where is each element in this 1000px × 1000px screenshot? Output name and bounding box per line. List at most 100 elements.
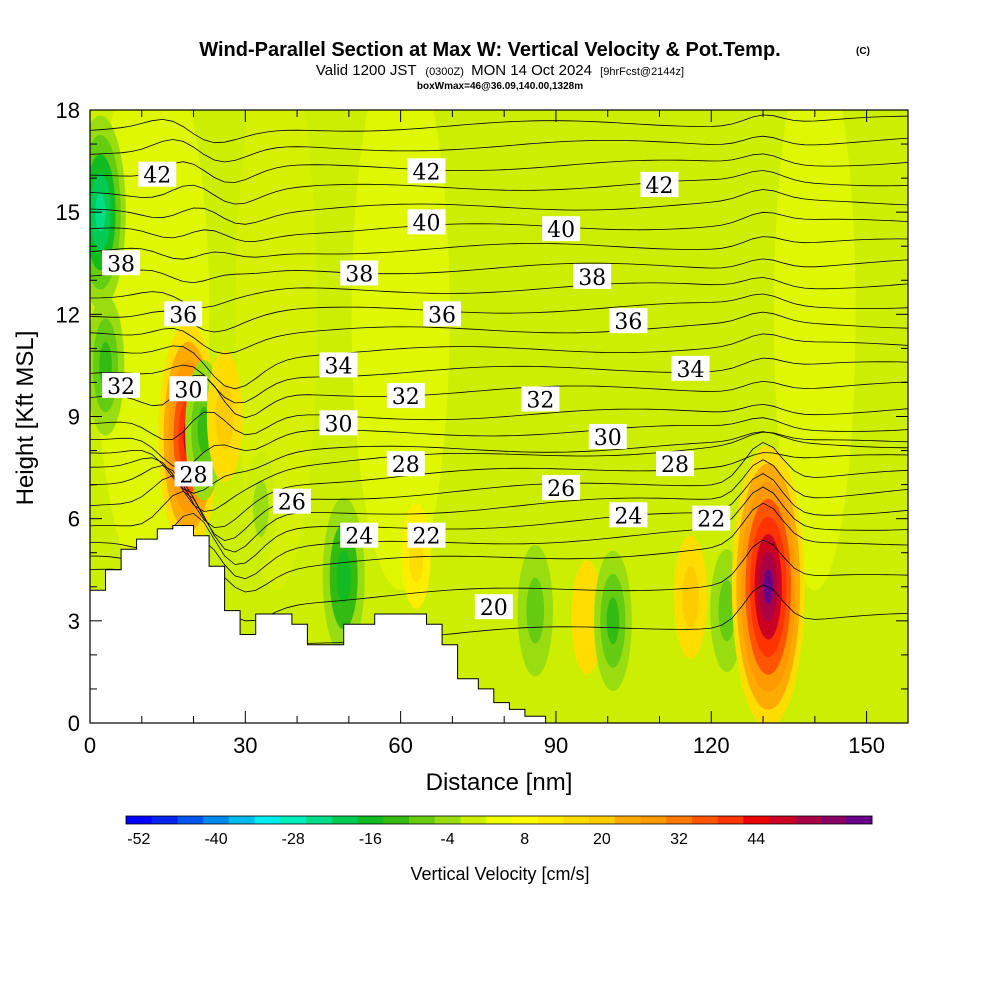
contour-label-box — [102, 372, 141, 398]
colorbar-tick-label: 20 — [593, 831, 611, 848]
isentrope-line — [90, 170, 908, 205]
chart-title: Wind-Parallel Section at Max W: Vertical… — [199, 39, 780, 61]
chart-subtitle-box: boxWmax=46@36.09,140.00,1328m — [417, 81, 583, 92]
contour-label: 26 — [542, 475, 581, 502]
contour-label-text: 42 — [645, 174, 673, 199]
colorbar-tick-label: -4 — [440, 831, 454, 848]
subtitle-date: MON 14 Oct 2024 — [471, 62, 592, 79]
colorbar-swatch — [383, 816, 410, 824]
colorbar-swatch — [357, 816, 384, 824]
contour-label: 34 — [671, 355, 710, 383]
colorbar-swatch — [408, 816, 436, 824]
isentrope-line — [90, 486, 908, 580]
w-cell — [571, 560, 603, 675]
contour-label: 28 — [174, 461, 213, 488]
colorbar-swatch — [640, 816, 667, 824]
contour-label-text: 38 — [345, 262, 373, 287]
contour-label: 22 — [692, 505, 731, 533]
isentrope-line — [90, 189, 908, 225]
contour-label-box — [640, 171, 679, 197]
isentrope-line — [90, 502, 908, 594]
chart-subtitle: Valid 1200 JST (0300Z) MON 14 Oct 2024 [… — [316, 62, 684, 79]
contour-label-text: 34 — [677, 358, 705, 383]
contour-label-box — [573, 263, 612, 289]
contour-label-text: 24 — [614, 504, 642, 529]
w-cell — [594, 550, 632, 692]
contour-label: 32 — [521, 386, 560, 413]
contour-label-text: 40 — [413, 211, 441, 236]
contour-label-box — [692, 505, 731, 531]
colorbar-swatch — [228, 816, 256, 824]
colorbar-swatch — [460, 816, 487, 824]
x-axis-label: Distance [nm] — [426, 769, 573, 796]
x-axis: 0 30 60 90 120 150 — [84, 110, 885, 758]
contour-label-box — [174, 461, 213, 487]
isentrope-line — [90, 473, 908, 565]
colorbar-tick-label: 32 — [670, 831, 688, 848]
x-tick-label: 120 — [693, 733, 730, 758]
colorbar-swatch — [331, 816, 359, 824]
contour-label-box — [609, 308, 648, 334]
colorbar-swatch — [537, 816, 564, 824]
w-cell-band — [579, 588, 595, 646]
contour-label: 24 — [609, 502, 648, 529]
contour-label: 28 — [386, 451, 425, 478]
colorbar-swatch — [151, 816, 178, 824]
isentrope-line — [90, 236, 908, 260]
w-cell-band — [823, 617, 837, 666]
y-tick-label: 3 — [68, 609, 80, 634]
isentrope-line — [90, 258, 908, 284]
w-cell — [673, 535, 708, 659]
contour-label-text: 22 — [413, 525, 441, 550]
w-cell-band — [718, 579, 736, 642]
isentrope-line — [90, 135, 908, 163]
contour-label-text: 32 — [392, 385, 420, 410]
x-tick-label: 90 — [544, 733, 568, 758]
contour-label: 34 — [319, 352, 358, 379]
w-cell — [245, 451, 277, 566]
contour-label-text: 32 — [107, 375, 135, 400]
contour-label-box — [407, 158, 446, 184]
contour-label-text: 42 — [143, 164, 171, 189]
colorbar-swatch — [794, 816, 822, 824]
w-cell-band — [606, 597, 620, 645]
contour-label-box — [407, 209, 446, 235]
y-tick-label: 15 — [56, 200, 80, 225]
colorbar-swatch — [717, 816, 744, 824]
contour-label-box — [542, 216, 581, 242]
colorbar-frame — [125, 815, 873, 825]
colorbar-swatch — [691, 816, 719, 824]
subtitle-valid: Valid 1200 JST — [316, 62, 416, 79]
x-tick-label: 0 — [84, 733, 96, 758]
colorbar-swatch — [666, 816, 693, 824]
isentrope-line — [90, 311, 908, 355]
isentrope-line — [90, 452, 908, 529]
contour-label-text: 40 — [547, 218, 575, 243]
contour-label-box — [542, 475, 581, 501]
isentrope-line — [90, 374, 908, 419]
contour-label-box — [656, 451, 695, 477]
x-tick-label: 30 — [233, 733, 257, 758]
isentrope-line — [90, 153, 908, 183]
w-cell — [206, 350, 243, 483]
contour-label-text: 38 — [578, 266, 606, 291]
y-tick-label: 12 — [56, 302, 80, 327]
contour-label-box — [138, 161, 177, 187]
contour-label-text: 36 — [614, 310, 642, 335]
isentrope-line — [90, 441, 908, 542]
contour-label: 40 — [407, 209, 446, 236]
contour-label-box — [609, 502, 648, 528]
colorbar-swatch — [846, 816, 873, 824]
contour-label-box — [521, 386, 560, 412]
isentrope-line — [90, 333, 908, 390]
colorbar: -52 -40 -28 -16 -4 8 20 32 44 — [125, 815, 873, 848]
colorbar-swatch — [563, 816, 590, 824]
isentrope-line — [90, 211, 908, 242]
contour-label-box — [386, 451, 425, 477]
isentrope-line — [90, 357, 908, 404]
isentrope-line — [90, 403, 908, 440]
colorbar-label: Vertical Velocity [cm/s] — [410, 864, 589, 884]
